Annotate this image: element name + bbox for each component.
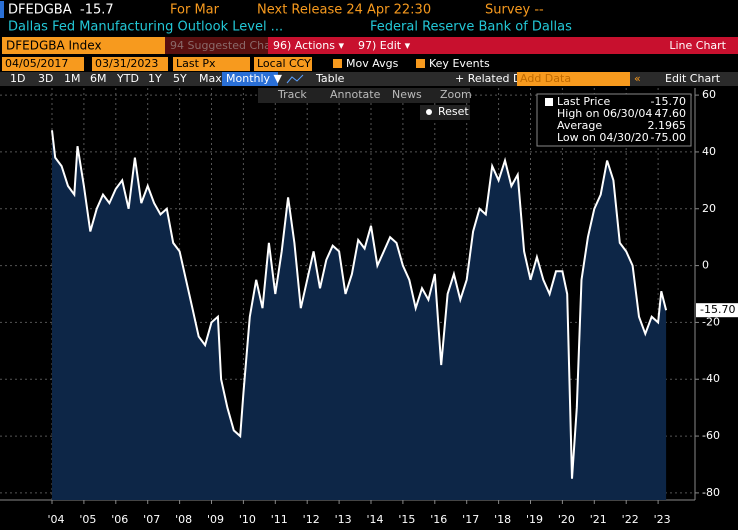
- y-tick-label: 20: [702, 202, 716, 215]
- last-price-tag: [696, 303, 738, 318]
- legend-label: Low on 04/30/20: [557, 131, 649, 144]
- x-tick-label: '14: [366, 513, 383, 526]
- last-price-label: -15.70: [700, 303, 735, 316]
- menu-bar: [268, 37, 738, 54]
- y-tick-label: 0: [702, 259, 709, 272]
- x-tick-label: '19: [526, 513, 543, 526]
- y-tick-label: -20: [702, 315, 720, 328]
- add-data[interactable]: Add Data: [520, 72, 571, 85]
- reset-icon[interactable]: [426, 109, 432, 115]
- x-tick-label: '10: [239, 513, 256, 526]
- ticker-marker: [0, 1, 4, 18]
- reset-box[interactable]: [420, 105, 470, 120]
- x-tick-label: '07: [143, 513, 160, 526]
- legend-label: High on 06/30/04: [557, 107, 652, 120]
- key-events-check[interactable]: [416, 59, 425, 68]
- next-release: Next Release 24 Apr 22:30: [257, 3, 431, 18]
- x-tick-label: '20: [558, 513, 575, 526]
- x-tick-label: '13: [335, 513, 352, 526]
- line: [51, 130, 668, 479]
- x-tick-label: '11: [271, 513, 288, 526]
- edit-menu[interactable]: 97) Edit ▾: [358, 39, 411, 52]
- x-tick-label: '17: [462, 513, 479, 526]
- chart-tool[interactable]: Annotate: [330, 88, 381, 101]
- chart-tool[interactable]: News: [392, 88, 422, 101]
- survey: Survey --: [485, 3, 544, 18]
- add-data-arrows: «: [634, 72, 641, 85]
- legend-value: 2.1965: [648, 119, 687, 132]
- currency[interactable]: Local CCY: [257, 57, 311, 70]
- legend-swatch: [545, 98, 553, 106]
- y-tick-label: -80: [702, 486, 720, 499]
- suggested-box[interactable]: [165, 37, 268, 54]
- range-button[interactable]: 6M: [90, 72, 107, 85]
- range-button[interactable]: 3D: [38, 72, 53, 85]
- chart-type[interactable]: Line Chart: [669, 39, 726, 52]
- range-button[interactable]: 1Y: [148, 72, 162, 85]
- mov-avgs-check[interactable]: [333, 59, 342, 68]
- period: For Mar: [170, 3, 220, 18]
- security-box[interactable]: [2, 37, 165, 54]
- reset[interactable]: Reset: [438, 105, 469, 118]
- x-tick-label: '18: [494, 513, 511, 526]
- related-data[interactable]: + Related Dat: [455, 72, 533, 85]
- x-tick-label: '15: [398, 513, 415, 526]
- source: Federal Reserve Bank of Dallas: [370, 20, 572, 35]
- x-tick-label: '09: [207, 513, 224, 526]
- end-date-box[interactable]: [92, 57, 168, 71]
- legend-box: [536, 93, 692, 147]
- legend-label: Average: [557, 119, 602, 132]
- legend-label: Last Price: [557, 95, 610, 108]
- key-events[interactable]: Key Events: [429, 57, 490, 70]
- actions-menu[interactable]: 96) Actions ▾: [273, 39, 344, 52]
- chart-tool[interactable]: Track: [277, 88, 307, 101]
- description: Dallas Fed Manufacturing Outlook Level .…: [8, 20, 283, 35]
- start-date-box[interactable]: [2, 57, 84, 71]
- x-tick-label: '23: [654, 513, 671, 526]
- legend-value: -75.00: [651, 131, 686, 144]
- field[interactable]: Last Px: [176, 57, 216, 70]
- ticker: DFEDGBA: [8, 3, 72, 18]
- security[interactable]: DFEDGBA Index: [6, 39, 102, 53]
- legend-value: 47.60: [655, 107, 687, 120]
- y-tick-label: -40: [702, 372, 720, 385]
- y-tick-label: 40: [702, 145, 716, 158]
- x-tick-label: '08: [175, 513, 192, 526]
- x-tick-label: '22: [622, 513, 639, 526]
- frequency[interactable]: Monthly ▼: [226, 72, 283, 85]
- chart-tools: [258, 88, 470, 103]
- start-date[interactable]: 04/05/2017: [5, 57, 68, 70]
- price: -15.7: [80, 3, 114, 18]
- x-tick-label: '12: [303, 513, 320, 526]
- x-tick-label: '04: [47, 513, 64, 526]
- range-button[interactable]: Max: [199, 72, 222, 85]
- chart-tool[interactable]: Zoom: [440, 88, 472, 101]
- frequency-box[interactable]: [222, 72, 278, 86]
- x-tick-label: '05: [79, 513, 96, 526]
- edit-chart[interactable]: Edit Chart: [665, 72, 721, 85]
- mov-avgs[interactable]: Mov Avgs: [346, 57, 399, 70]
- range-button[interactable]: 1D: [10, 72, 25, 85]
- add-data-box[interactable]: [517, 72, 630, 86]
- range-button[interactable]: 1M: [64, 72, 81, 85]
- x-tick-label: '06: [111, 513, 128, 526]
- suggested[interactable]: 94 Suggested Charts: [170, 39, 286, 52]
- table[interactable]: Table: [315, 72, 345, 85]
- y-tick-label: -60: [702, 429, 720, 442]
- field-box[interactable]: [173, 57, 250, 71]
- end-date[interactable]: 03/31/2023: [95, 57, 158, 70]
- x-tick-label: '16: [430, 513, 447, 526]
- x-tick-label: '21: [590, 513, 607, 526]
- area: [52, 130, 667, 501]
- currency-box[interactable]: [254, 57, 312, 71]
- range-button[interactable]: 5Y: [173, 72, 187, 85]
- range-button[interactable]: YTD: [116, 72, 139, 85]
- line-icon[interactable]: [286, 74, 304, 84]
- legend-value: -15.70: [651, 95, 686, 108]
- y-tick-label: 60: [702, 88, 716, 101]
